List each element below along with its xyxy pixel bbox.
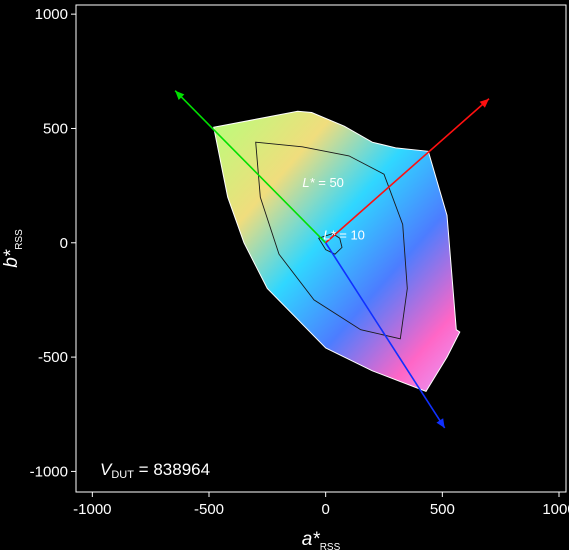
x-tick-label: -1000 — [73, 501, 111, 518]
y-tick-label: 500 — [43, 120, 68, 137]
annotations: L* = 50 L* = 10 — [302, 175, 365, 243]
primary-vector-arrowhead-1 — [479, 98, 489, 108]
primary-vector-arrowhead-0 — [175, 90, 185, 100]
gamut-surface — [213, 110, 461, 393]
x-tick-label: 0 — [321, 501, 329, 518]
primary-vector-1 — [325, 98, 490, 244]
y-axis-label-main: b* — [1, 249, 22, 268]
x-tick-label: -500 — [194, 501, 224, 518]
y-axis-label: b*RSS — [1, 229, 25, 268]
y-tick-label: -500 — [38, 349, 68, 366]
annotation-1: L* = 10 — [323, 227, 365, 242]
lightness-contour-50 — [255, 141, 408, 340]
annotation-0: L* = 50 — [302, 175, 344, 190]
y-tick-label: 1000 — [35, 6, 68, 23]
y-tick-label: -1000 — [30, 463, 68, 480]
lightness-contour-10 — [318, 233, 343, 255]
gamut-layer — [213, 110, 461, 393]
primary-vector-0 — [174, 90, 327, 244]
axes-frame — [75, 4, 567, 493]
x-tick-label: 500 — [430, 501, 455, 518]
primary-vector-2 — [324, 242, 446, 429]
lightness-contours — [255, 141, 408, 340]
vdut-value: = 838964 — [134, 460, 210, 479]
x-axis-label-sub: RSS — [320, 542, 341, 550]
plot-area: L* = 50 L* = 10 -1000 -500 0 500 1000 1000 500… — [30, 4, 569, 518]
x-axis-label-main: a* — [302, 529, 321, 550]
primary-vector-arrowhead-2 — [436, 418, 445, 428]
vdut-label: VDUT = 838964 — [100, 460, 210, 481]
vdut-main: V — [100, 460, 113, 479]
primary-vectors — [174, 90, 490, 429]
y-ticks: 1000 500 0 -500 -1000 — [30, 6, 76, 480]
y-tick-label: 0 — [60, 235, 68, 252]
x-ticks: -1000 -500 0 500 1000 — [73, 492, 569, 518]
y-axis-label-sub: RSS — [14, 229, 25, 250]
x-axis-label: a*RSS — [302, 529, 341, 550]
vdut-sub: DUT — [111, 469, 134, 481]
x-tick-label: 1000 — [542, 501, 569, 518]
